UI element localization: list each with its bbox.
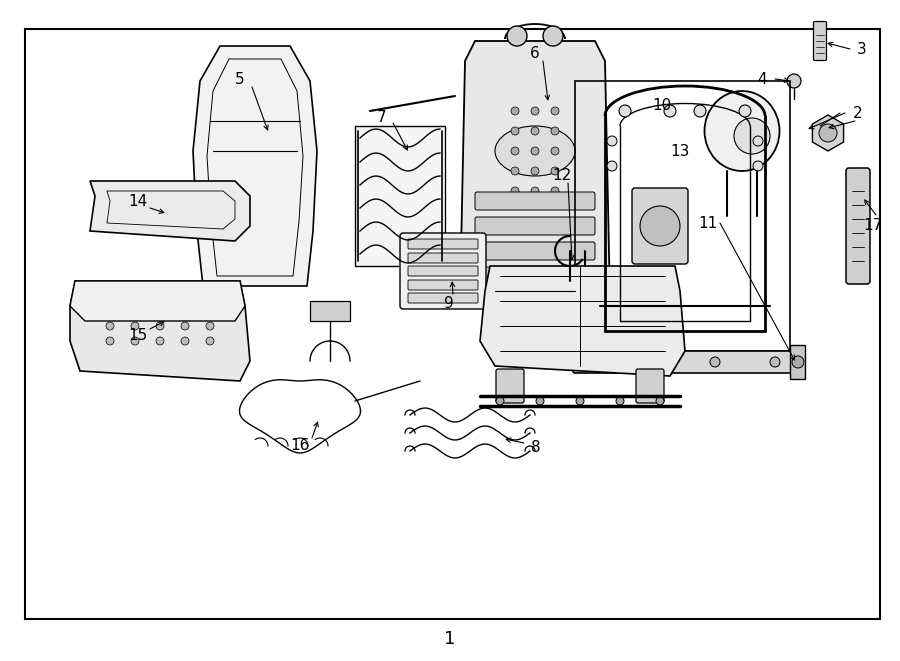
Text: 11: 11 — [698, 215, 717, 231]
Bar — [25, 29, 880, 619]
Circle shape — [511, 107, 519, 115]
Text: 16: 16 — [291, 438, 310, 453]
Circle shape — [511, 167, 519, 175]
FancyBboxPatch shape — [632, 188, 688, 264]
Circle shape — [206, 337, 214, 345]
Circle shape — [536, 397, 544, 405]
Ellipse shape — [705, 91, 779, 171]
Circle shape — [734, 118, 770, 154]
Bar — [355, 126, 445, 266]
Text: 3: 3 — [857, 42, 867, 56]
Text: 15: 15 — [129, 327, 148, 342]
FancyBboxPatch shape — [496, 369, 524, 403]
Circle shape — [106, 322, 114, 330]
Circle shape — [206, 322, 214, 330]
FancyBboxPatch shape — [408, 266, 478, 276]
Circle shape — [607, 161, 617, 171]
Text: 1: 1 — [445, 630, 455, 648]
Text: 9: 9 — [444, 297, 454, 311]
Circle shape — [156, 322, 164, 330]
Circle shape — [496, 397, 504, 405]
Circle shape — [106, 337, 114, 345]
Text: 2: 2 — [853, 106, 863, 120]
Circle shape — [753, 161, 763, 171]
Circle shape — [511, 127, 519, 135]
Circle shape — [131, 322, 139, 330]
Text: 13: 13 — [670, 143, 689, 159]
Circle shape — [181, 322, 189, 330]
Polygon shape — [70, 281, 245, 321]
Circle shape — [511, 147, 519, 155]
Circle shape — [511, 187, 519, 195]
Bar — [790, 345, 805, 379]
Circle shape — [531, 167, 539, 175]
Circle shape — [551, 187, 559, 195]
Circle shape — [753, 136, 763, 146]
Circle shape — [507, 26, 527, 46]
Circle shape — [531, 187, 539, 195]
FancyBboxPatch shape — [475, 192, 595, 210]
Text: 6: 6 — [530, 46, 540, 61]
Circle shape — [551, 167, 559, 175]
Circle shape — [531, 147, 539, 155]
Circle shape — [551, 147, 559, 155]
Bar — [575, 81, 790, 351]
Text: 4: 4 — [757, 73, 767, 87]
Circle shape — [664, 105, 676, 117]
Circle shape — [607, 136, 617, 146]
Circle shape — [543, 26, 563, 46]
Circle shape — [576, 397, 584, 405]
Text: 10: 10 — [652, 98, 671, 112]
Circle shape — [616, 397, 624, 405]
Circle shape — [739, 105, 751, 117]
FancyBboxPatch shape — [846, 168, 870, 284]
FancyBboxPatch shape — [475, 242, 595, 260]
Circle shape — [131, 337, 139, 345]
Polygon shape — [460, 41, 610, 301]
Circle shape — [551, 127, 559, 135]
Circle shape — [619, 105, 631, 117]
Circle shape — [770, 357, 780, 367]
Text: 8: 8 — [531, 440, 541, 455]
Circle shape — [694, 105, 706, 117]
FancyBboxPatch shape — [475, 267, 595, 285]
Circle shape — [819, 124, 837, 142]
Text: 12: 12 — [553, 167, 572, 182]
Circle shape — [531, 107, 539, 115]
FancyBboxPatch shape — [636, 369, 664, 403]
Circle shape — [650, 357, 660, 367]
Circle shape — [656, 397, 664, 405]
FancyBboxPatch shape — [475, 217, 595, 235]
Text: 7: 7 — [377, 110, 387, 124]
Text: 5: 5 — [235, 71, 245, 87]
FancyBboxPatch shape — [408, 239, 478, 249]
Circle shape — [181, 337, 189, 345]
FancyBboxPatch shape — [400, 233, 486, 309]
FancyBboxPatch shape — [408, 253, 478, 263]
Polygon shape — [193, 46, 317, 286]
Circle shape — [640, 206, 680, 246]
Bar — [310, 301, 350, 321]
FancyBboxPatch shape — [573, 351, 797, 373]
Text: 17: 17 — [863, 219, 883, 233]
Polygon shape — [90, 181, 250, 241]
Polygon shape — [70, 281, 250, 381]
FancyBboxPatch shape — [814, 22, 826, 61]
Circle shape — [590, 357, 600, 367]
Circle shape — [531, 127, 539, 135]
Circle shape — [792, 356, 804, 368]
Ellipse shape — [495, 126, 575, 176]
Polygon shape — [480, 266, 685, 376]
Text: 14: 14 — [129, 194, 148, 208]
FancyBboxPatch shape — [408, 280, 478, 290]
Circle shape — [787, 74, 801, 88]
FancyBboxPatch shape — [408, 293, 478, 303]
Circle shape — [156, 337, 164, 345]
Circle shape — [710, 357, 720, 367]
Circle shape — [551, 107, 559, 115]
